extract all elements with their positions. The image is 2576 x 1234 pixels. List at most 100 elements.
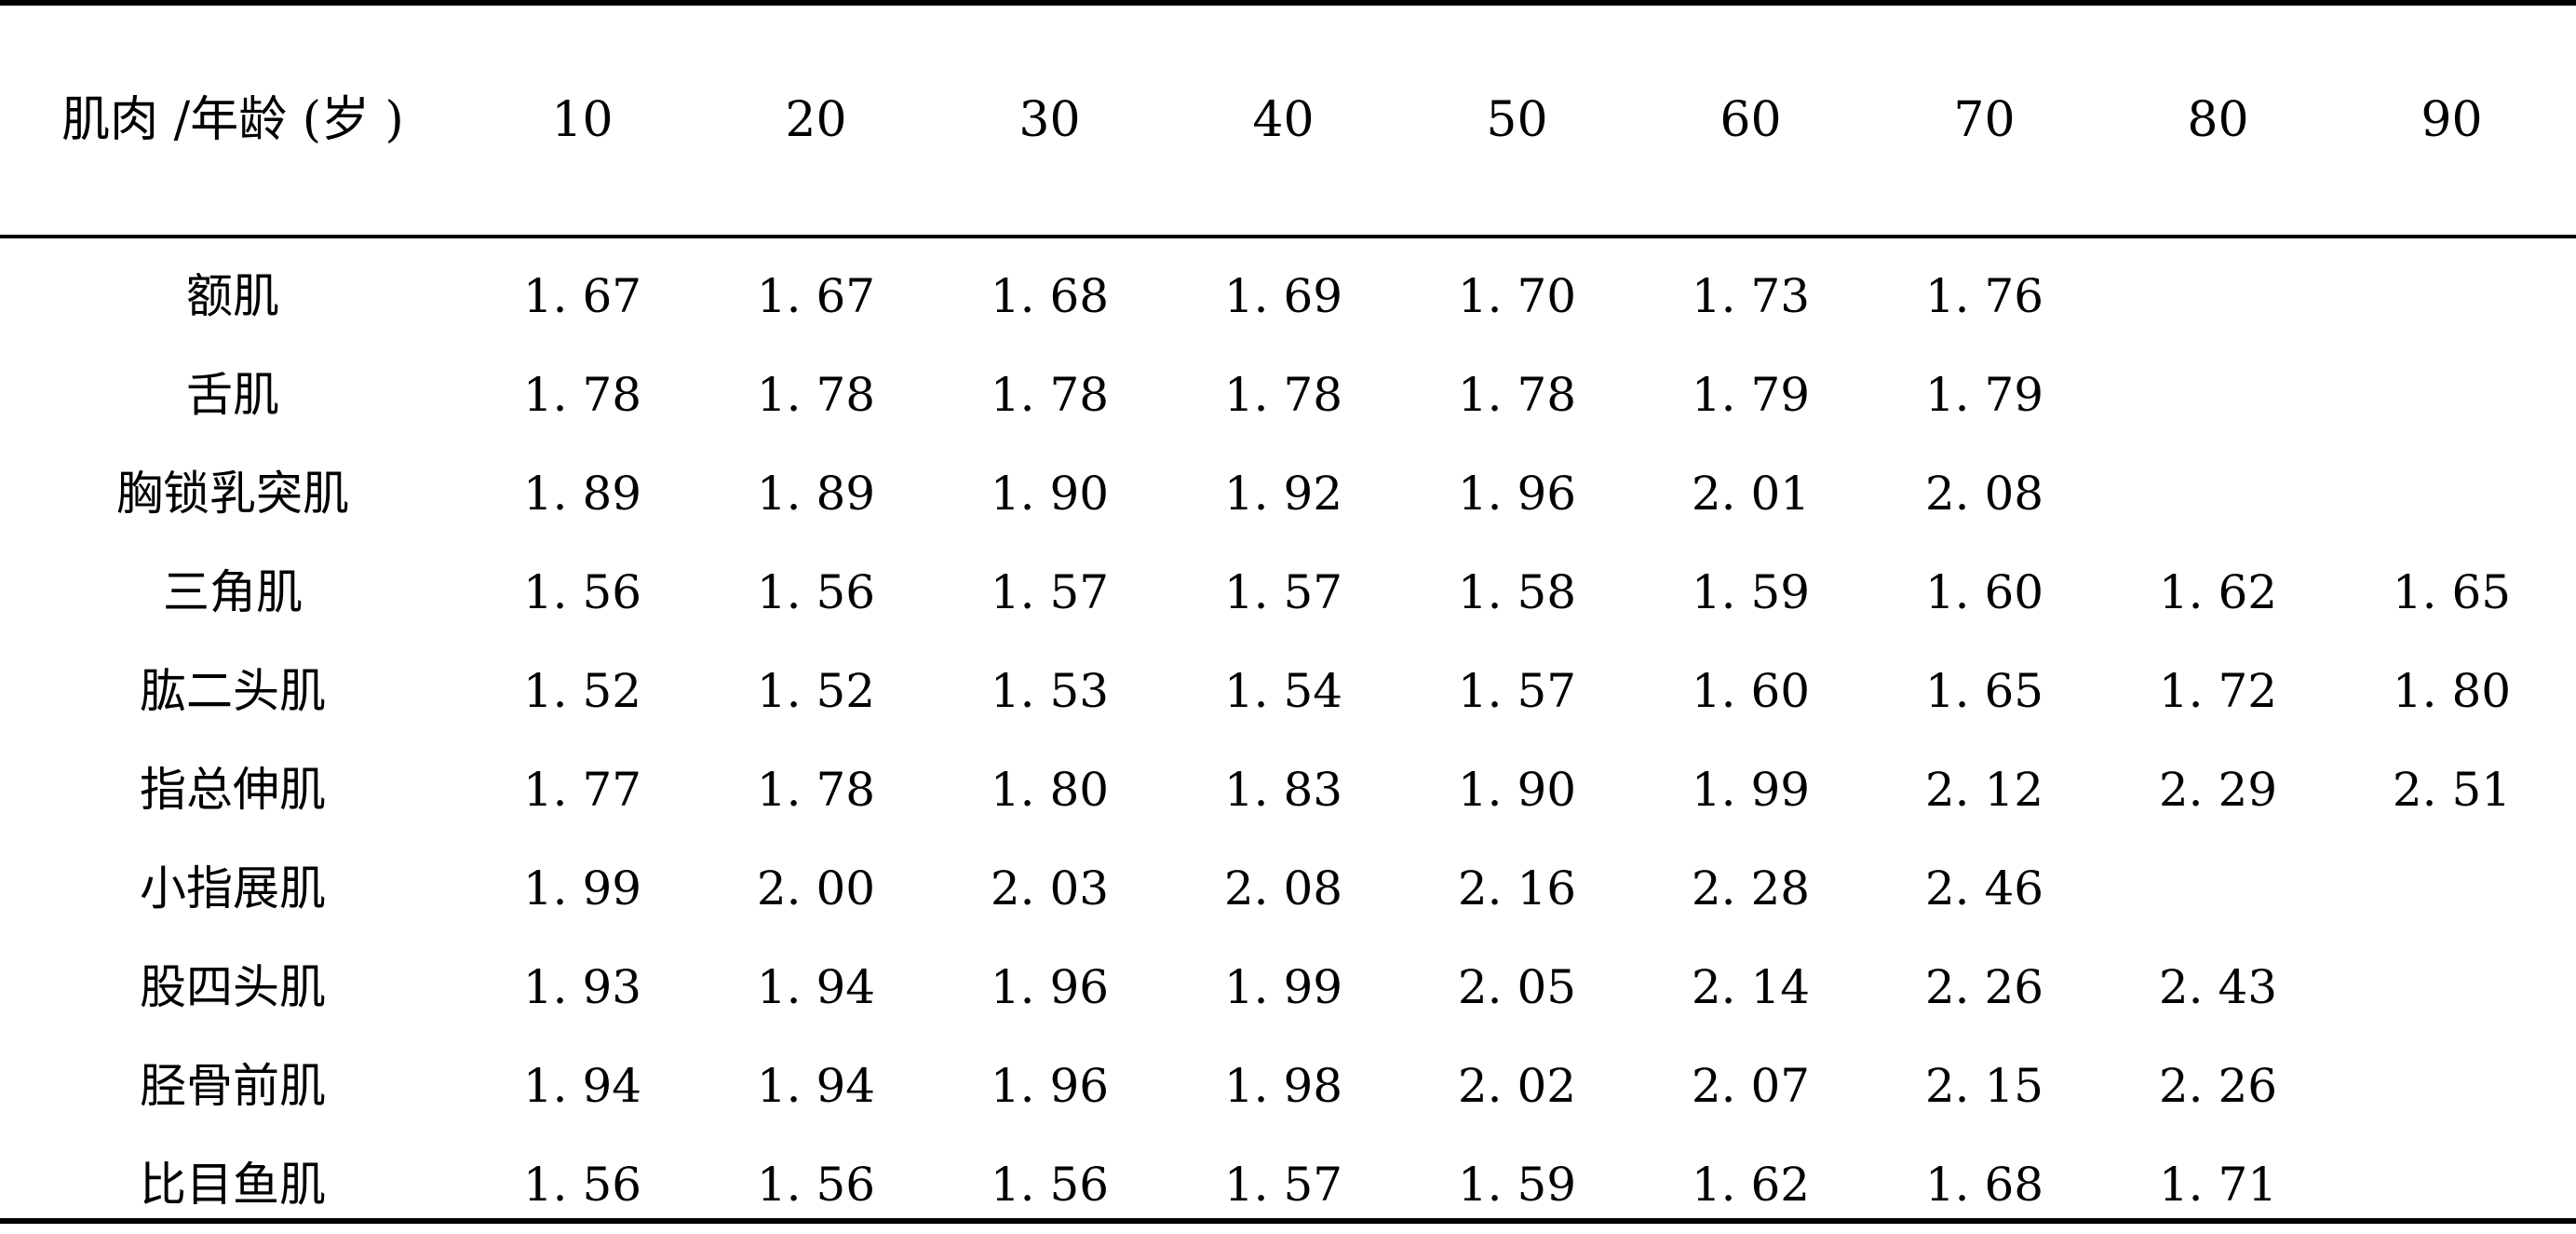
value-cell: 1. 57 [1223,565,1343,619]
value-cell: 1. 56 [522,1158,642,1212]
value-cell: 1. 65 [2392,565,2512,619]
value-cell: 1. 57 [1457,664,1577,718]
muscle-name: 胫骨前肌 [140,1059,326,1113]
value-cell: 1. 71 [2158,1158,2278,1212]
value-cell: 1. 90 [1457,763,1577,817]
value-cell: 1. 96 [990,960,1110,1014]
value-cell: 2. 07 [1691,1059,1811,1113]
value-cell: 1. 96 [1457,467,1577,521]
value-cell: 2. 08 [1223,861,1343,915]
header-age-50: 50 [1486,92,1548,148]
value-cell: 1. 79 [1924,368,2044,422]
header-age-80: 80 [2187,92,2249,148]
header-row: 肌肉 /年龄 (岁 ) 10 20 30 40 50 60 70 80 90 [0,6,2576,235]
value-cell: 1. 99 [1223,960,1343,1014]
muscle-name: 胸锁乳突肌 [116,467,349,521]
value-cell: 2. 12 [1924,763,2044,817]
value-cell: 1. 90 [990,467,1110,521]
value-cell: 1. 78 [756,763,876,817]
value-cell: 1. 83 [1223,763,1343,817]
value-cell: 1. 94 [756,960,876,1014]
value-cell: 1. 92 [1223,467,1343,521]
value-cell: 1. 58 [1457,565,1577,619]
value-cell: 1. 76 [1924,269,2044,323]
value-cell: 1. 96 [990,1059,1110,1113]
value-cell: 1. 78 [990,368,1110,422]
value-cell: 2. 29 [2158,763,2278,817]
value-cell: 1. 56 [756,565,876,619]
value-cell: 1. 54 [1223,664,1343,718]
value-cell: 1. 67 [522,269,642,323]
value-cell: 1. 60 [1691,664,1811,718]
value-cell: 2. 15 [1924,1059,2044,1113]
value-cell: 1. 93 [522,960,642,1014]
value-cell: 2. 46 [1924,861,2044,915]
table-row: 肱二头肌 1. 52 1. 52 1. 53 1. 54 1. 57 1. 60 1. 65 1… [0,642,2576,740]
header-age-20: 20 [785,92,847,148]
value-cell: 2. 28 [1691,861,1811,915]
value-cell: 1. 94 [522,1059,642,1113]
muscle-name: 比目鱼肌 [140,1158,326,1212]
header-age-90: 90 [2421,92,2483,148]
value-cell: 1. 53 [990,664,1110,718]
value-cell: 1. 56 [756,1158,876,1212]
value-cell: 1. 70 [1457,269,1577,323]
muscle-name: 额肌 [186,269,279,323]
table-row: 比目鱼肌 1. 56 1. 56 1. 56 1. 57 1. 59 1. 62 1. 68 1… [0,1135,2576,1234]
value-cell: 1. 56 [522,565,642,619]
table-row: 股四头肌 1. 93 1. 94 1. 96 1. 99 2. 05 2. 14 2. 26 2… [0,938,2576,1037]
value-cell: 1. 68 [1924,1158,2044,1212]
value-cell: 2. 03 [990,861,1110,915]
value-cell: 1. 65 [1924,664,2044,718]
value-cell: 1. 89 [756,467,876,521]
header-rule [0,235,2576,238]
muscle-name: 股四头肌 [140,960,326,1014]
value-cell: 2. 00 [756,861,876,915]
value-cell: 1. 69 [1223,269,1343,323]
value-cell: 1. 78 [756,368,876,422]
value-cell: 1. 78 [522,368,642,422]
value-cell: 1. 52 [522,664,642,718]
value-cell: 1. 59 [1691,565,1811,619]
value-cell: 2. 51 [2392,763,2512,817]
value-cell: 1. 99 [1691,763,1811,817]
muscle-name: 小指展肌 [140,861,326,915]
muscle-name: 指总伸肌 [140,763,326,817]
value-cell: 2. 26 [1924,960,2044,1014]
value-cell: 1. 57 [1223,1158,1343,1212]
value-cell: 1. 60 [1924,565,2044,619]
muscle-name: 肱二头肌 [140,664,326,718]
bottom-rule [0,1218,2576,1224]
value-cell: 2. 16 [1457,861,1577,915]
header-label: 肌肉 /年龄 (岁 ) [61,92,404,148]
value-cell: 2. 08 [1924,467,2044,521]
value-cell: 1. 56 [990,1158,1110,1212]
value-cell: 1. 62 [1691,1158,1811,1212]
value-cell: 1. 68 [990,269,1110,323]
header-age-30: 30 [1018,92,1081,148]
table-row: 胸锁乳突肌 1. 89 1. 89 1. 90 1. 92 1. 96 2. 01 2. 08 [0,444,2576,543]
table-row: 额肌 1. 67 1. 67 1. 68 1. 69 1. 70 1. 73 1. 76 [0,247,2576,346]
value-cell: 1. 52 [756,664,876,718]
value-cell: 1. 78 [1223,368,1343,422]
value-cell: 2. 14 [1691,960,1811,1014]
top-rule [0,0,2576,6]
value-cell: 2. 26 [2158,1059,2278,1113]
table-row: 小指展肌 1. 99 2. 00 2. 03 2. 08 2. 16 2. 28 2. 46 [0,839,2576,938]
value-cell: 1. 73 [1691,269,1811,323]
muscle-name: 三角肌 [163,565,303,619]
header-age-60: 60 [1720,92,1782,148]
value-cell: 2. 02 [1457,1059,1577,1113]
value-cell: 1. 77 [522,763,642,817]
value-cell: 2. 01 [1691,467,1811,521]
header-age-70: 70 [1953,92,2016,148]
value-cell: 1. 78 [1457,368,1577,422]
value-cell: 1. 67 [756,269,876,323]
table-row: 胫骨前肌 1. 94 1. 94 1. 96 1. 98 2. 02 2. 07 2. 15 2… [0,1037,2576,1135]
header-age-40: 40 [1252,92,1315,148]
table-row: 三角肌 1. 56 1. 56 1. 57 1. 57 1. 58 1. 59 1. 60 1.… [0,543,2576,642]
value-cell: 2. 05 [1457,960,1577,1014]
table-row: 舌肌 1. 78 1. 78 1. 78 1. 78 1. 78 1. 79 1. 79 [0,346,2576,444]
value-cell: 1. 80 [2392,664,2512,718]
